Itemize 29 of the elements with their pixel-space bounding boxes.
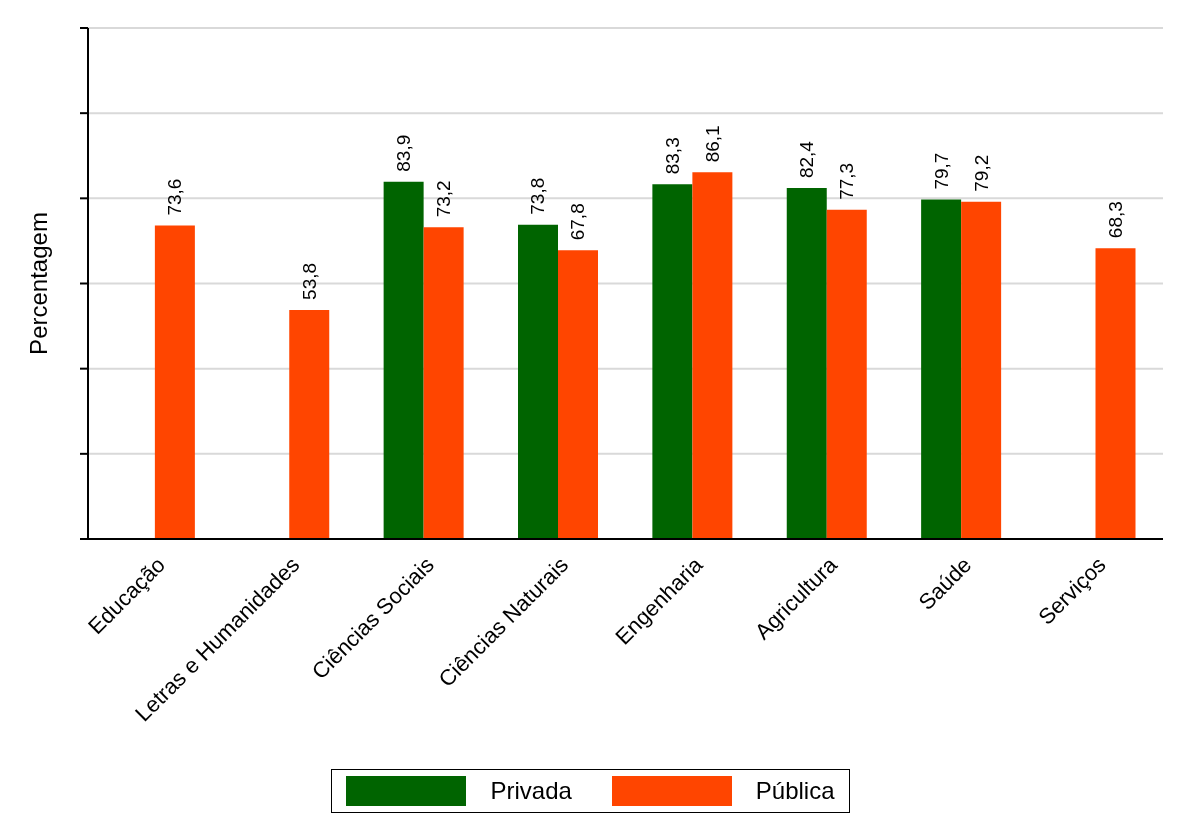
bar [692,172,733,539]
bar [921,199,962,539]
data-label: 86,1 [701,125,723,163]
bar [652,184,693,539]
data-label: 73,8 [527,177,549,215]
y-axis-title: Percentagem [24,212,52,355]
bar [423,227,464,539]
bar [826,209,867,539]
bar [1095,248,1136,539]
bar [961,201,1002,539]
bar [154,225,195,539]
bar [518,224,558,539]
data-label: 79,7 [930,152,952,190]
data-label: 73,2 [433,180,455,218]
data-label: 67,8 [567,203,589,241]
data-label: 73,6 [164,178,186,216]
data-label: 53,8 [298,262,320,300]
data-label: 77,3 [836,162,858,200]
bar [289,309,330,539]
legend-label: Privada [490,777,572,805]
bar [383,181,424,539]
bar [558,250,598,539]
data-label: 83,9 [393,134,415,172]
data-label: 83,3 [661,137,683,175]
bar [786,188,827,539]
legend-label: Pública [755,777,835,805]
data-label: 68,3 [1105,201,1126,239]
data-label: 79,2 [970,154,992,192]
data-label: 82,4 [796,140,818,179]
